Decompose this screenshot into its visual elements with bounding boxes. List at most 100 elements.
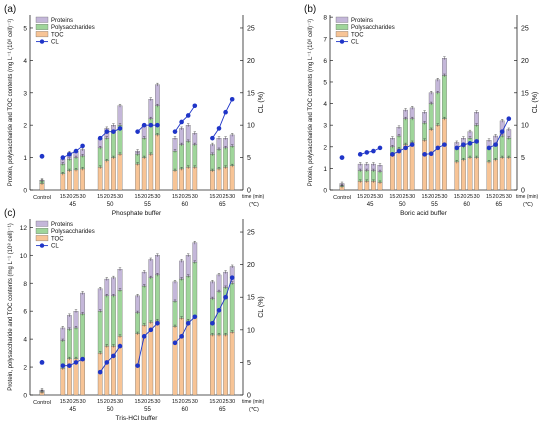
y-axis-title: Protein, polysaccharide and TOC contents… (307, 19, 314, 186)
bar-prot-4-1 (216, 137, 222, 150)
bar-toc-2-0 (422, 140, 427, 191)
x-axis-title: Phosphate buffer (112, 210, 162, 217)
y2-tick-label: 25 (247, 25, 255, 32)
bar-poly-1-1 (104, 295, 110, 347)
y-tick-label: 0 (23, 188, 27, 195)
cl-point-2-1 (141, 122, 147, 128)
bar-poly-1-2 (111, 131, 116, 158)
bar-poly-0-2 (73, 327, 79, 359)
temperature-group-label: 65 (219, 202, 226, 208)
time-tick-label: 25 (223, 399, 229, 405)
cl-point-3-3 (192, 103, 198, 109)
y-tick-label: 10 (20, 253, 28, 260)
bar-poly-1-2 (403, 118, 408, 145)
bar-prot-1-3 (117, 105, 123, 126)
cl-point-0-1 (67, 363, 72, 368)
time-tick-label: 25 (148, 194, 154, 200)
cl-point-2-2 (148, 327, 154, 333)
time-tick-label: 25 (110, 194, 116, 200)
time-tick-label: 30 (229, 399, 235, 405)
cl-point-2-2 (148, 122, 154, 128)
bar-toc-4-3 (506, 157, 512, 191)
y-tick-label: 5 (23, 25, 27, 32)
time-tick-label: 30 (506, 194, 512, 200)
bar-poly-2-0 (422, 122, 427, 141)
time-tick-label: 25 (223, 194, 229, 200)
cl-point-0-3 (80, 143, 85, 149)
y2-axis-title: CL (%) (532, 92, 539, 114)
bar-poly-4-2 (499, 135, 505, 158)
bar-toc-2-1 (428, 129, 434, 191)
y-tick-label: 4 (23, 58, 27, 65)
bar-poly-2-0 (135, 312, 140, 334)
legend-swatch-cl-dot (39, 39, 45, 44)
y2-tick-label: 5 (247, 360, 251, 367)
bar-prot-4-0 (210, 281, 215, 299)
bar-prot-3-2 (185, 125, 191, 142)
y2-tick-label: 10 (247, 327, 255, 334)
bar-toc-4-1 (216, 334, 222, 396)
cl-point-2-3 (155, 320, 160, 326)
cl-point-1-1 (396, 148, 402, 154)
cl-point-control (339, 155, 345, 160)
control-label: Control (33, 195, 51, 201)
bar-poly-2-2 (148, 277, 154, 323)
cl-line-3 (174, 316, 196, 344)
y2-tick-label: 10 (247, 123, 255, 130)
temperature-group-label: 65 (496, 202, 503, 208)
bar-toc-1-2 (403, 144, 408, 191)
cl-point-3-2 (185, 320, 191, 326)
control-label: Control (33, 400, 51, 406)
time-tick-label: 30 (229, 194, 235, 200)
cl-line-2 (424, 144, 445, 155)
time-tick-label: 25 (370, 194, 376, 200)
bar-prot-2-2 (148, 259, 154, 278)
bar-toc-1-0 (97, 167, 103, 191)
time-tick-label: 25 (185, 194, 191, 200)
cl-point-3-1 (179, 119, 184, 125)
cl-point-4-3 (229, 275, 235, 280)
time-tick-label: 15 (422, 194, 428, 200)
legend-swatch-0 (335, 16, 349, 23)
bar-toc-1-1 (104, 345, 110, 396)
time-axis-label: time (min) (516, 194, 539, 200)
temperature-group-label: 50 (107, 202, 114, 208)
legend-swatch-2 (35, 31, 49, 38)
cl-point-0-2 (73, 360, 79, 365)
bar-prot-2-0 (135, 295, 140, 313)
cl-point-4-1 (493, 142, 498, 147)
bar-toc-1-3 (409, 142, 415, 191)
x-axis-title: Tris-HCl buffer (116, 415, 159, 421)
cl-point-1-1 (104, 360, 110, 365)
bar-prot-0-0 (60, 327, 66, 341)
bar-prot-2-3 (155, 84, 160, 106)
bar-poly-0-3 (80, 313, 85, 359)
bar-prot-2-3 (155, 255, 160, 276)
bar-toc-4-3 (229, 165, 235, 191)
bar-toc-2-0 (135, 163, 140, 191)
bar-poly-4-0 (210, 298, 215, 336)
bar-poly-1-1 (104, 137, 110, 161)
bar-poly-3-1 (179, 144, 184, 170)
bar-toc-3-0 (172, 170, 178, 191)
cl-line-2 (137, 322, 158, 366)
bar-toc-2-2 (148, 322, 154, 396)
bar-toc-3-0 (454, 161, 460, 191)
y2-tick-label: 25 (521, 25, 529, 32)
y-tick-label: 0 (23, 393, 27, 400)
cl-point-0-2 (371, 148, 376, 154)
bar-poly-4-1 (216, 149, 222, 170)
cl-point-4-1 (216, 126, 222, 131)
bar-toc-0-2 (73, 169, 79, 191)
bar-poly-4-3 (506, 137, 512, 158)
time-tick-label: 20 (493, 194, 499, 200)
y2-tick-label: 15 (521, 90, 529, 97)
cl-point-0-0 (357, 152, 363, 157)
cl-point-1-3 (117, 126, 123, 131)
bar-poly-3-3 (192, 144, 198, 168)
temperature-group-label: 45 (69, 407, 76, 413)
cl-point-2-3 (155, 122, 160, 128)
time-tick-label: 15 (209, 194, 215, 200)
time-tick-label: 15 (97, 399, 103, 405)
